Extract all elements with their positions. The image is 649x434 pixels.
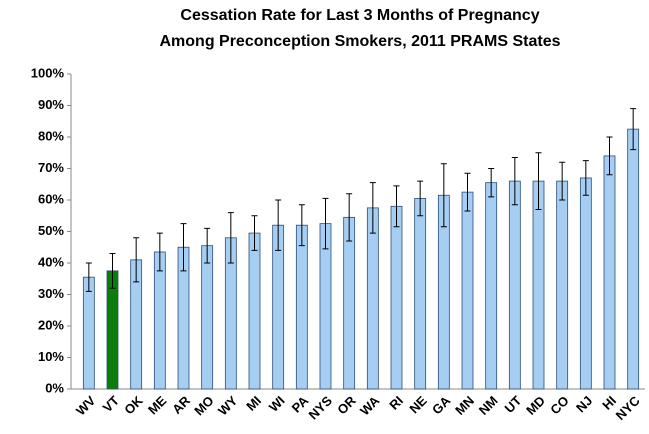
x-tick-label: ME	[145, 393, 170, 418]
x-tick-label: MN	[452, 393, 477, 418]
error-bar	[346, 193, 353, 242]
bar	[579, 177, 592, 390]
bar	[343, 216, 356, 390]
error-bar	[275, 199, 282, 251]
x-tick-label: WA	[357, 393, 383, 419]
y-tick-label: 70%	[38, 160, 64, 175]
bar	[414, 198, 427, 390]
x-tick-label: WI	[266, 393, 288, 415]
error-bar	[606, 136, 613, 176]
y-tick-label: 60%	[38, 191, 64, 206]
x-tick-label: NE	[406, 393, 430, 417]
bar	[556, 180, 569, 390]
bar	[153, 251, 166, 390]
bar	[627, 128, 640, 390]
x-tick-label: CO	[547, 393, 571, 417]
y-tick-label: 100%	[31, 65, 65, 80]
bar	[295, 224, 308, 390]
y-tick-label: 10%	[38, 349, 64, 364]
error-bar	[582, 160, 589, 196]
x-tick-label: NM	[476, 393, 501, 418]
error-bar	[488, 168, 495, 198]
error-bar	[180, 223, 187, 272]
x-tick-label: WV	[73, 393, 99, 419]
x-tick-label: MI	[243, 393, 264, 414]
error-bar	[464, 172, 471, 212]
error-bar	[298, 204, 305, 247]
error-bar	[204, 227, 211, 264]
x-tick-label: RI	[386, 393, 406, 413]
y-tick-label: 90%	[38, 97, 64, 112]
error-bar	[369, 182, 376, 234]
error-bar	[559, 161, 566, 201]
y-tick-label: 80%	[38, 128, 64, 143]
chart-title: Among Preconception Smokers, 2011 PRAMS …	[159, 33, 560, 50]
bar	[248, 232, 261, 390]
error-bar	[251, 215, 258, 251]
bar	[82, 276, 95, 390]
y-tick-label: 0%	[45, 380, 64, 395]
bar	[201, 245, 214, 390]
bar	[390, 205, 403, 390]
error-bar	[393, 185, 400, 228]
error-bar	[511, 156, 518, 206]
x-tick-label: VT	[100, 393, 122, 415]
error-bar	[630, 108, 637, 151]
error-bar	[227, 212, 234, 264]
x-tick-label: OK	[121, 393, 146, 418]
bar	[366, 207, 379, 390]
x-tick-label: NJ	[573, 393, 595, 415]
bar	[532, 180, 545, 390]
x-tick-label: UT	[502, 393, 525, 416]
x-tick-label: NYS	[306, 393, 336, 423]
bar	[485, 182, 498, 390]
bar	[461, 191, 474, 390]
x-tick-label: MD	[523, 393, 548, 418]
error-bar	[109, 253, 116, 289]
x-tick-label: GA	[429, 393, 454, 418]
error-bar	[156, 232, 163, 272]
chart-title: Cessation Rate for Last 3 Months of Preg…	[180, 7, 539, 24]
error-bar	[440, 163, 447, 228]
y-tick-label: 50%	[38, 223, 64, 238]
bar	[603, 155, 616, 390]
error-bar	[417, 180, 424, 217]
error-bar	[133, 237, 140, 283]
y-tick-label: 20%	[38, 317, 64, 332]
bar	[508, 180, 521, 390]
error-bar	[535, 152, 542, 210]
y-tick-label: 30%	[38, 286, 64, 301]
y-tick-label: 40%	[38, 254, 64, 269]
x-tick-label: OR	[334, 393, 359, 418]
x-tick-label: AR	[169, 393, 193, 417]
x-tick-label: NYC	[613, 393, 643, 423]
error-bar	[85, 262, 92, 292]
x-tick-label: WY	[215, 393, 241, 419]
x-tick-label: MO	[191, 393, 216, 418]
error-bar	[322, 197, 329, 250]
